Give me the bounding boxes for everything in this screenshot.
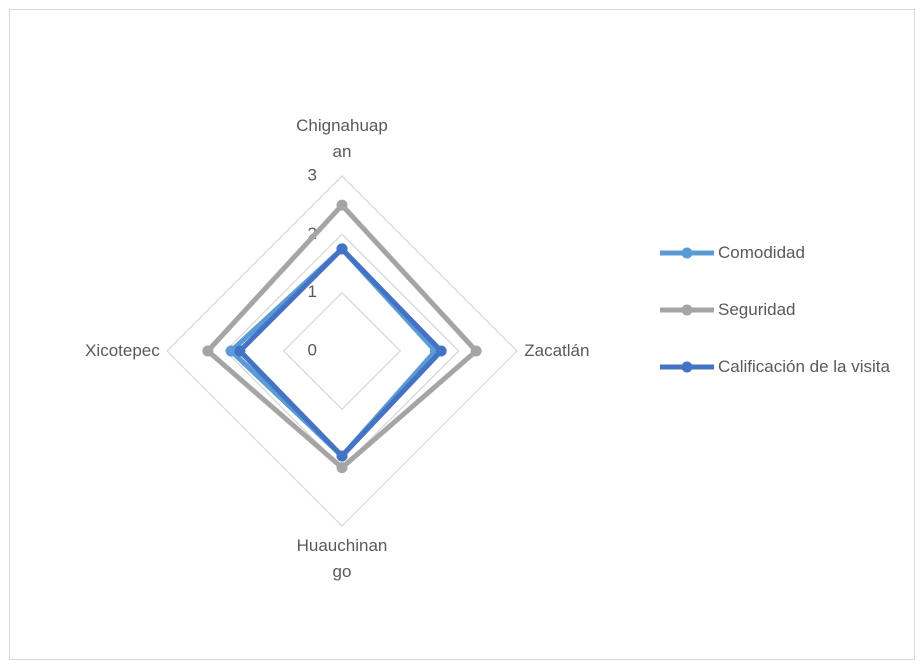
legend-label: Seguridad <box>718 300 796 319</box>
category-label: Huauchinango <box>296 536 388 582</box>
series-point <box>225 345 237 357</box>
series-point <box>234 345 246 357</box>
grid-ring <box>282 291 402 411</box>
r-tick-label: 2 <box>308 224 317 243</box>
legend-marker <box>681 361 693 373</box>
series-point <box>336 199 348 211</box>
series-point <box>202 345 214 357</box>
r-tick-label: 1 <box>308 282 317 301</box>
grid-ring <box>166 175 518 527</box>
category-label: Xicotepec <box>85 341 160 360</box>
category-label: Zacatlán <box>524 341 590 360</box>
r-tick-label: 0 <box>308 340 317 359</box>
legend-label: Calificación de la visita <box>718 357 890 376</box>
legend-marker <box>681 247 693 259</box>
series-point <box>336 462 348 474</box>
series-point <box>336 450 348 462</box>
r-tick-label: 3 <box>308 165 317 184</box>
legend-label: Comodidad <box>718 243 805 262</box>
series-point <box>336 243 348 255</box>
category-label: Chignahuapan <box>296 115 388 161</box>
series-point <box>435 345 447 357</box>
legend-marker <box>681 304 693 316</box>
series-point <box>470 345 482 357</box>
